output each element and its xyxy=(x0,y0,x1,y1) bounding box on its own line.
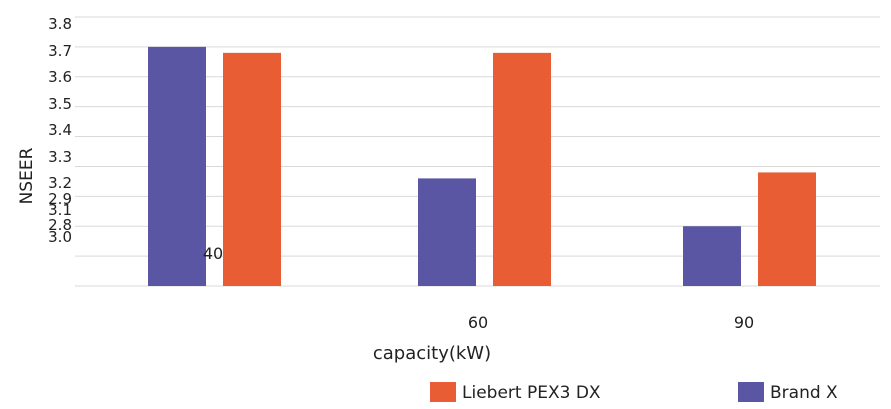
bars xyxy=(148,46,816,287)
y-tick-label: 2.8 xyxy=(48,216,72,234)
legend-swatch-1 xyxy=(738,382,764,402)
y-tick-label: 3.3 xyxy=(48,148,72,166)
bar-liebert-pex3-dx-60 xyxy=(493,52,551,286)
bar-brand-x-90 xyxy=(683,226,741,286)
y-tick-label: 3.1 xyxy=(48,201,72,219)
y-tick-label: 3.8 xyxy=(48,15,72,33)
y-tick-label: 3.7 xyxy=(48,42,72,60)
bar-liebert-pex3-dx-90 xyxy=(758,172,816,286)
y-tick-label: 3.6 xyxy=(48,68,72,86)
legend-label: Brand X xyxy=(770,383,838,403)
gridlines xyxy=(75,16,880,287)
x-axis-label: capacity(kW) xyxy=(373,343,491,364)
y-tick-label: 2.9 xyxy=(48,190,72,208)
x-tick-label: 40 xyxy=(203,244,223,263)
y-tick-label: 3.2 xyxy=(48,174,72,192)
y-tick-labels: 3.8 3.7 3.6 3.5 3.4 3.3 3.2 3.1 3.0 2.9 2.8 xyxy=(48,15,72,246)
y-tick-label: 3.5 xyxy=(48,95,72,113)
bar-brand-x-60 xyxy=(418,178,476,286)
legend: Liebert PEX3 DX Brand X xyxy=(430,382,838,403)
bar-brand-x-40 xyxy=(148,46,206,287)
legend-swatch-0 xyxy=(430,382,456,402)
y-tick-label: 3.0 xyxy=(48,228,72,246)
x-tick-labels: 40 60 90 xyxy=(203,244,754,332)
x-tick-label: 60 xyxy=(468,313,488,332)
y-axis-label: NSEER xyxy=(17,147,37,204)
x-tick-label: 90 xyxy=(734,313,754,332)
y-tick-label: 3.4 xyxy=(48,121,72,139)
bar-liebert-pex3-dx-40 xyxy=(223,52,281,286)
legend-label: Liebert PEX3 DX xyxy=(462,383,601,403)
